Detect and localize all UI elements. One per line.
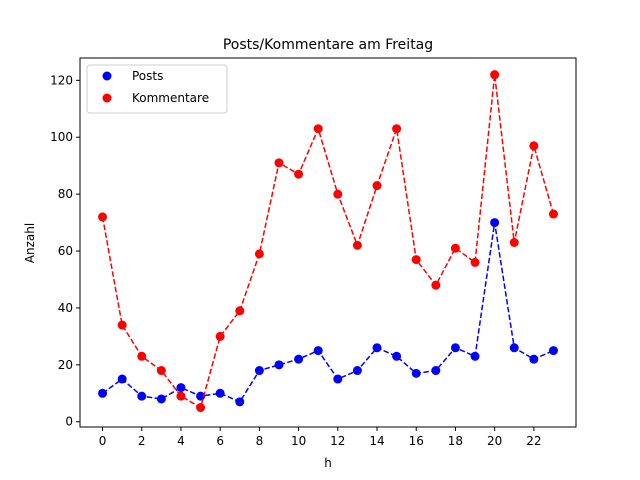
data-point-kommentare xyxy=(372,181,382,191)
plot-area: 0 2 4 6 8 10 12 14 16 18 20 22 0 20 40 60 80 100 120 xyxy=(50,57,577,448)
data-point-kommentare xyxy=(490,70,500,80)
data-point-posts xyxy=(548,346,558,356)
data-point-posts xyxy=(215,388,225,398)
x-tick-label: 2 xyxy=(138,434,146,448)
data-point-posts xyxy=(137,391,147,401)
x-axis-label: h xyxy=(324,456,332,470)
data-point-posts xyxy=(117,374,127,384)
x-tick-label: 16 xyxy=(409,434,424,448)
data-point-kommentare xyxy=(235,306,245,316)
y-tick-label: 40 xyxy=(58,301,73,315)
chart-title: Posts/Kommentare am Freitag xyxy=(223,37,433,53)
data-point-kommentare xyxy=(352,240,362,250)
data-point-kommentare xyxy=(450,243,460,253)
x-tick-label: 20 xyxy=(487,434,502,448)
data-point-posts xyxy=(392,351,402,361)
y-tick-label: 0 xyxy=(65,415,73,429)
y-axis-label: Anzahl xyxy=(23,223,37,263)
data-point-kommentare xyxy=(176,391,186,401)
data-point-kommentare xyxy=(392,124,402,134)
x-tick-label: 6 xyxy=(216,434,224,448)
data-point-kommentare xyxy=(254,249,264,259)
x-tick-label: 18 xyxy=(448,434,463,448)
series-line-kommentare xyxy=(101,74,555,409)
y-tick-label: 80 xyxy=(58,187,73,201)
y-tick-label: 120 xyxy=(50,73,73,87)
x-tick-label: 8 xyxy=(256,434,264,448)
data-point-posts xyxy=(235,397,245,407)
legend: Posts Kommentare xyxy=(86,64,228,114)
data-point-posts xyxy=(176,383,186,393)
data-point-kommentare xyxy=(215,331,225,341)
y-tick-label: 20 xyxy=(58,358,73,372)
data-point-posts xyxy=(352,366,362,376)
data-point-kommentare xyxy=(431,280,441,290)
data-point-kommentare xyxy=(156,366,166,376)
data-point-kommentare xyxy=(509,238,519,247)
data-point-kommentare xyxy=(333,189,343,199)
data-point-kommentare xyxy=(137,351,147,361)
data-point-kommentare xyxy=(294,169,304,179)
data-point-posts xyxy=(274,360,284,370)
data-point-kommentare xyxy=(529,141,539,151)
data-point-posts xyxy=(156,394,166,404)
data-point-posts xyxy=(254,366,264,376)
y-tick-label: 100 xyxy=(50,130,73,144)
data-point-kommentare xyxy=(117,320,127,330)
x-tick-label: 14 xyxy=(369,434,384,448)
data-point-kommentare xyxy=(548,209,558,219)
x-tick-label: 0 xyxy=(99,434,107,448)
legend-marker-kommentare xyxy=(102,93,112,103)
x-tick-label: 10 xyxy=(291,434,306,448)
data-point-posts xyxy=(98,388,108,398)
legend-marker-posts xyxy=(102,71,112,81)
data-point-posts xyxy=(490,218,500,228)
data-point-posts xyxy=(450,343,460,353)
data-point-posts xyxy=(294,354,304,364)
data-point-kommentare xyxy=(313,124,323,134)
data-point-kommentare xyxy=(98,212,108,222)
data-point-posts xyxy=(529,354,539,364)
series-line-posts xyxy=(102,222,554,403)
axes-frame xyxy=(79,57,577,428)
legend-label-kommentare: Kommentare xyxy=(132,91,209,105)
y-tick-label: 60 xyxy=(58,244,73,258)
x-tick-label: 4 xyxy=(177,434,185,448)
data-point-posts xyxy=(196,391,206,401)
data-point-posts xyxy=(372,343,382,353)
data-point-kommentare xyxy=(274,158,284,168)
legend-box xyxy=(86,64,228,114)
data-point-kommentare xyxy=(196,403,206,413)
data-point-kommentare xyxy=(470,257,480,267)
data-point-posts xyxy=(470,351,480,361)
legend-label-posts: Posts xyxy=(132,69,163,83)
data-point-posts xyxy=(333,374,343,384)
data-point-posts xyxy=(411,368,421,378)
data-point-posts xyxy=(313,346,323,356)
data-point-posts xyxy=(431,366,441,376)
x-tick-label: 12 xyxy=(330,434,345,448)
data-point-posts xyxy=(509,343,519,353)
x-tick-label: 22 xyxy=(526,434,541,448)
data-point-kommentare xyxy=(411,255,421,265)
